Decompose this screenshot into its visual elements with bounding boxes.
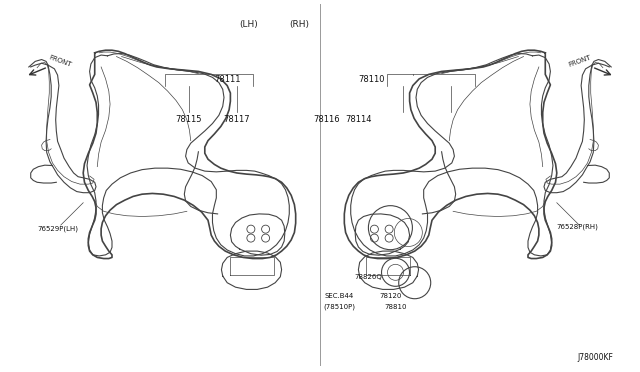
Text: FRONT: FRONT [48, 54, 72, 68]
Text: 76528P(RH): 76528P(RH) [557, 224, 598, 230]
Text: (RH): (RH) [289, 20, 310, 29]
Text: 78826Q: 78826Q [354, 274, 382, 280]
Text: SEC.B44: SEC.B44 [324, 293, 354, 299]
Text: 78111: 78111 [214, 76, 241, 84]
Text: J78000KF: J78000KF [577, 353, 613, 362]
Text: 78810: 78810 [384, 304, 407, 310]
Text: (78510P): (78510P) [323, 304, 355, 310]
Text: 76529P(LH): 76529P(LH) [37, 225, 78, 232]
Text: 78114: 78114 [345, 115, 372, 124]
Text: (LH): (LH) [239, 20, 258, 29]
Text: 78110: 78110 [358, 76, 385, 84]
Text: FRONT: FRONT [568, 54, 592, 68]
Text: 78117: 78117 [223, 115, 250, 124]
Text: 78120: 78120 [380, 293, 401, 299]
Text: 78115: 78115 [175, 115, 202, 124]
Text: 78116: 78116 [313, 115, 340, 124]
